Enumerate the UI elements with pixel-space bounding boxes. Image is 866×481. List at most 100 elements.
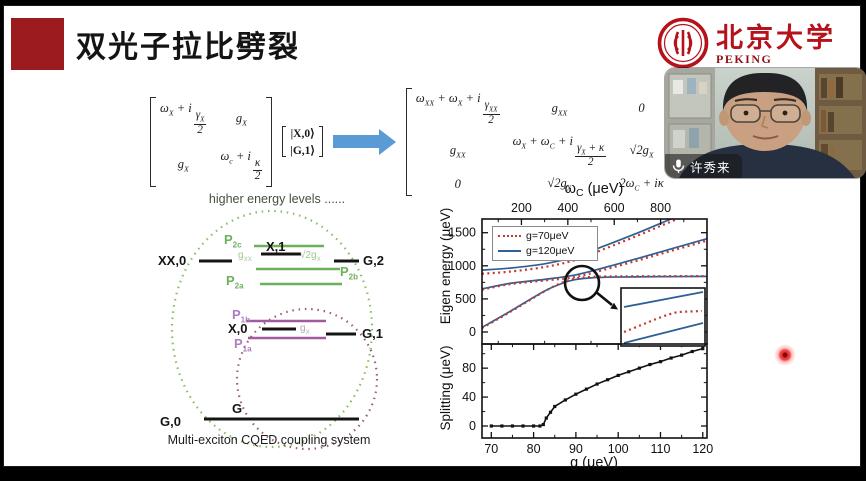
matrix3-cell-r3c3: 2ωC + iκ: [619, 176, 664, 193]
splitting-axis-ticks: 70 80 90 100 110 120 0 40 80: [462, 344, 713, 456]
inset-zoom-arrowhead: [610, 302, 618, 310]
bottom-panel-frame: [481, 343, 708, 439]
title-accent-square: [11, 18, 64, 70]
label-g0: G,0: [160, 414, 181, 429]
bracket-left: [282, 126, 287, 158]
svg-text:0: 0: [469, 325, 476, 339]
magnifier-circle: [563, 264, 601, 302]
bracket-right: [318, 126, 323, 158]
purple-polariton-levels: [246, 319, 326, 340]
bare-state-levels: [199, 252, 359, 421]
matrix3-cell-r3c2: √2gX: [547, 176, 572, 193]
matrix3-cell-r2c3: √2gX: [629, 143, 654, 160]
bracket-left: [150, 97, 156, 187]
level-diagram-figure: [170, 209, 379, 451]
splitting-curve: [489, 347, 705, 428]
diagram-header: higher energy levels ......: [208, 192, 346, 206]
inset-zoom-arrow: [595, 290, 613, 307]
matrix3-cell-r2c1: gXX: [449, 143, 466, 160]
matrix3-cell-r1c2: gXX: [551, 100, 568, 118]
svg-text:90: 90: [569, 442, 583, 456]
svg-text:80: 80: [527, 442, 541, 456]
chart-legend: g=70μeV g=120μeV: [492, 226, 598, 261]
label-sqrt2gx-coupling: √2gX: [300, 250, 321, 263]
state-x0: |X,0⟩: [290, 128, 315, 141]
label-xx0: XX,0: [158, 253, 187, 268]
matrix2-cell-r1c1: ωX + i γX 2: [160, 101, 207, 136]
svg-text:200: 200: [511, 201, 532, 215]
state-g1: |G,1⟩: [290, 145, 315, 158]
svg-text:800: 800: [650, 201, 671, 215]
matrix3-cell-r1c3: 0: [638, 101, 645, 116]
dotted-line-swatch: [498, 235, 521, 237]
bottom-axis-label: g (μeV): [570, 455, 618, 471]
bracket-left: [405, 88, 412, 196]
person-silhouette: [679, 72, 855, 178]
legend-label: g=120μeV: [526, 245, 575, 257]
svg-text:0: 0: [469, 419, 476, 433]
laser-pointer-dot: [774, 344, 796, 366]
basis-state-vector: |X,0⟩ |G,1⟩: [282, 126, 323, 158]
green-polariton-levels: [254, 244, 342, 286]
hair: [722, 72, 808, 112]
label-p1b: P1b: [232, 307, 251, 325]
webcam-video-frame: [665, 68, 866, 178]
slide-title: 双光子拉比劈裂: [76, 31, 300, 64]
label-p1a: P1a: [234, 336, 252, 354]
svg-text:70: 70: [484, 442, 498, 456]
diagram-caption: Multi-exciton CQED coupling system: [167, 433, 371, 447]
label-g1: G,1: [362, 326, 383, 341]
label-g: G: [232, 401, 243, 416]
svg-text:80: 80: [462, 361, 476, 375]
matrix3-cell-r1c1: ωXX + ωX + i γXX 2: [415, 91, 500, 126]
svg-text:110: 110: [651, 442, 671, 456]
pku-emblem-icon: [657, 17, 709, 69]
matrix3-cell-r3c1: 0: [454, 176, 461, 191]
label-p2c: P2c: [224, 232, 242, 250]
svg-text:400: 400: [557, 201, 578, 215]
svg-text:40: 40: [462, 390, 476, 404]
right-arrow-icon: [332, 128, 396, 155]
svg-text:600: 600: [604, 201, 625, 215]
svg-text:500: 500: [455, 292, 476, 306]
inset-box: [620, 287, 706, 347]
results-figure: ωC (μeV) 200 400 600 800 0 500 1000 1500 70 80 90…: [424, 176, 724, 471]
webcam-video-tile[interactable]: 许秀来: [665, 68, 866, 178]
bracket-right: [266, 97, 273, 187]
label-x1: X,1: [266, 239, 286, 254]
participant-name: 许秀来: [690, 160, 731, 175]
legend-entry: g=120μeV: [498, 245, 592, 257]
purple-dotted-circle: [235, 307, 379, 451]
energy-level-diagram: higher energy levels ...... P2c X,1 XX,0…: [144, 189, 394, 469]
svg-text:120: 120: [692, 442, 713, 456]
three-level-matrix: ωXX + ωX + i γXX 2 gXX 0 gXX ωX + ωC + i γX…: [405, 88, 664, 196]
participant-nametag: 许秀来: [665, 154, 742, 178]
pku-logo: 北京大学 PEKING UNIVERSITY: [656, 14, 864, 81]
eigen-y-axis-label: Eigen energy (μeV): [438, 207, 453, 325]
splitting-y-axis-label: Splitting (μeV): [438, 345, 453, 431]
svg-text:100: 100: [608, 442, 629, 456]
top-axis-label: ωC (μeV): [565, 181, 624, 199]
legend-label: g=70μeV: [526, 230, 569, 242]
solid-line-swatch: [498, 250, 521, 252]
label-g2: G,2: [363, 253, 384, 268]
svg-text:1500: 1500: [448, 226, 476, 240]
matrix2-cell-r2c1: gX: [177, 157, 189, 174]
label-gx-coupling: gX: [300, 323, 310, 336]
label-gxx-coupling: gXX: [238, 250, 252, 263]
microphone-icon: [672, 159, 685, 173]
label-x0: X,0: [228, 321, 248, 336]
green-dotted-ellipse: [170, 209, 374, 449]
legend-entry: g=70μeV: [498, 230, 592, 242]
matrix2-cell-r1c2: gX: [235, 110, 247, 128]
pku-name-cn: 北京大学: [716, 23, 836, 53]
label-p2b: P2b: [340, 264, 359, 282]
label-p2a: P2a: [226, 273, 244, 291]
svg-text:1000: 1000: [448, 259, 476, 273]
